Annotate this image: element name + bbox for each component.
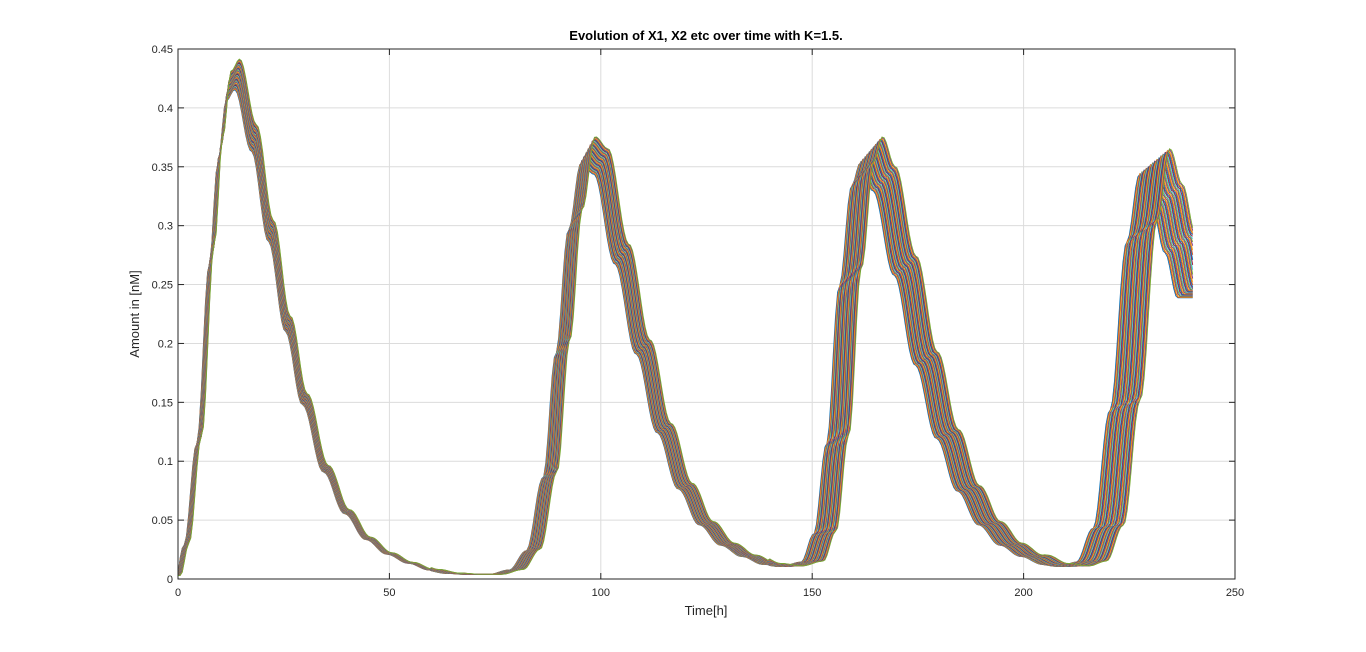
x-tick-label: 250 — [1226, 587, 1244, 599]
y-tick-label: 0.3 — [158, 221, 173, 233]
y-tick-label: 0.25 — [152, 280, 173, 292]
x-tick-label: 150 — [803, 587, 821, 599]
x-tick-label: 100 — [592, 587, 610, 599]
x-tick-label: 50 — [383, 587, 395, 599]
y-tick-label: 0.45 — [152, 44, 173, 56]
y-axis-label: Amount in [nM] — [127, 270, 142, 357]
axes-box — [177, 48, 1236, 580]
axes-background — [178, 49, 1235, 579]
y-tick-label: 0.4 — [158, 103, 173, 115]
chart-title: Evolution of X1, X2 etc over time with K… — [569, 28, 842, 43]
y-tick-label: 0.35 — [152, 162, 173, 174]
ticks: 0 50 100 150 200 250 0 0.05 0.1 0.15 0.2 0.25 0.3 0.3… — [152, 44, 1245, 599]
y-tick-label: 0.2 — [158, 338, 173, 350]
y-tick-label: 0.1 — [158, 456, 173, 468]
plot-area: 0 50 100 150 200 250 0 0.05 0.1 0.15 0.2 0.25 0.3 0.3… — [152, 44, 1245, 599]
x-tick-label: 200 — [1014, 587, 1032, 599]
x-axis-label: Time[h] — [685, 603, 728, 618]
y-tick-label: 0.05 — [152, 515, 173, 527]
series-group — [177, 58, 1194, 576]
x-tick-label: 0 — [175, 587, 181, 599]
series-line — [177, 58, 1194, 576]
y-tick-label: 0.15 — [152, 397, 173, 409]
y-tick-label: 0 — [167, 574, 173, 586]
